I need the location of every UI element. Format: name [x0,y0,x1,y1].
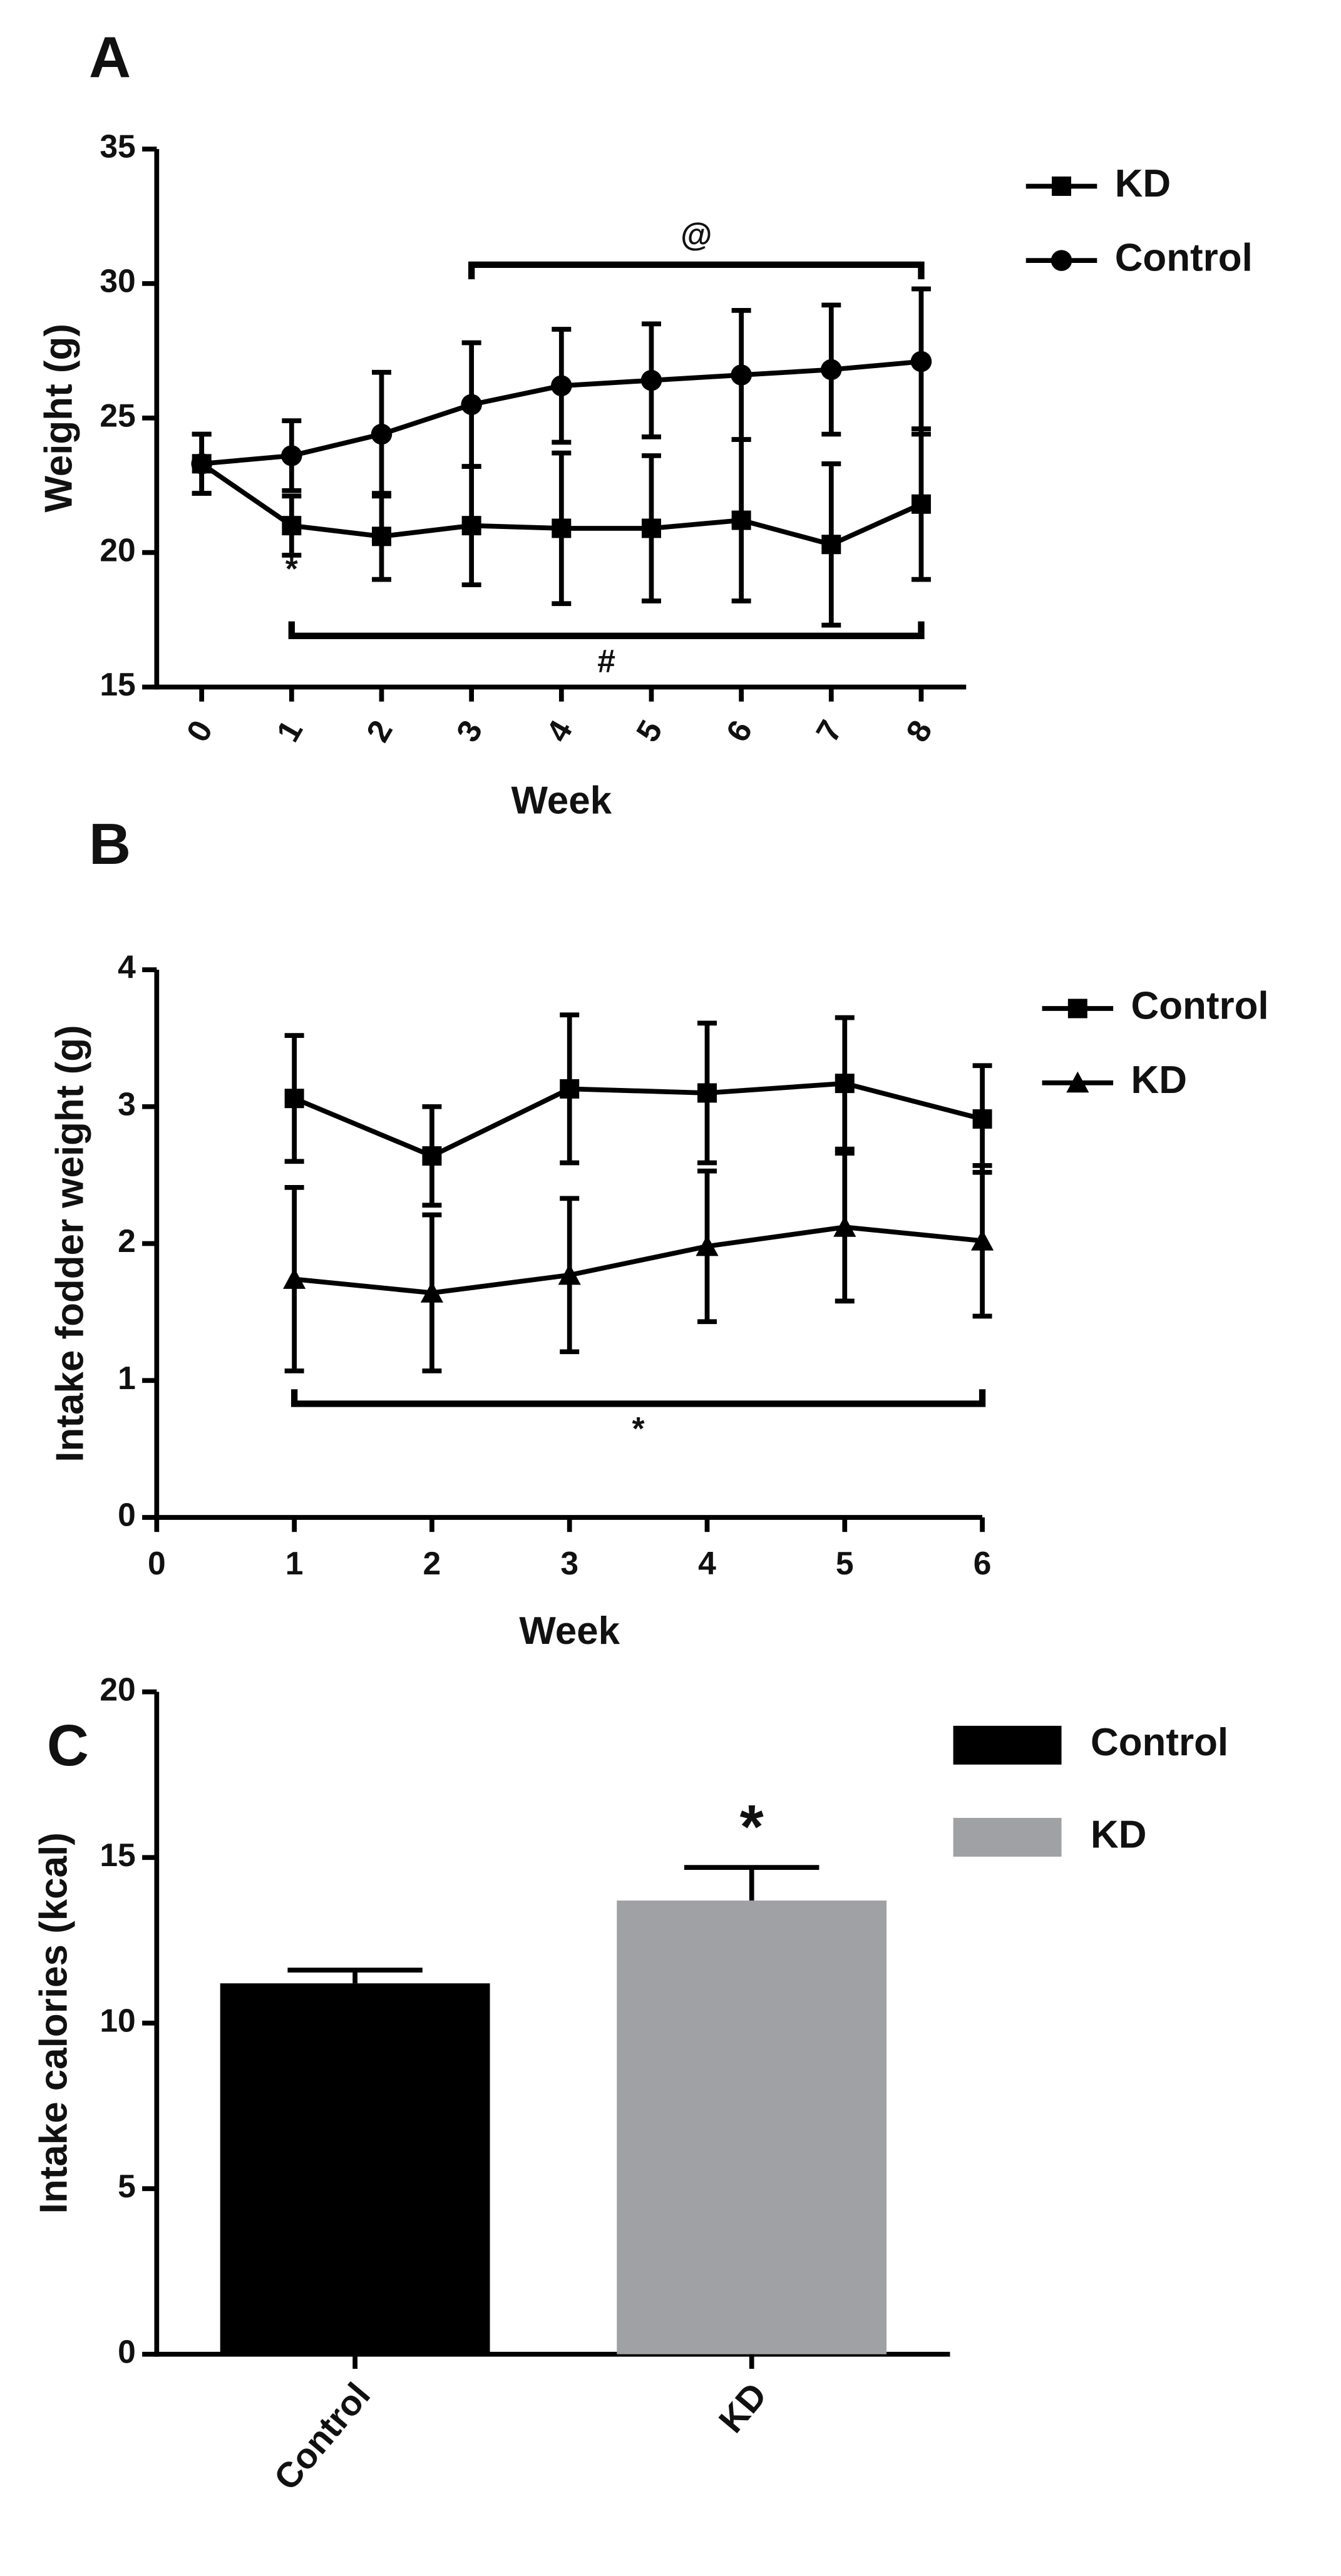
panel-letter: A [89,24,131,90]
annotation: # [597,642,615,679]
y-tick-label: 2 [118,1223,136,1259]
bar [220,1983,490,2354]
x-axis-title: Week [511,779,612,823]
annotation: @ [681,217,712,253]
x-tick-label: 1 [285,1545,304,1581]
annotation: * [632,1410,645,1447]
legend-label: KD [1115,162,1171,205]
legend-label: KD [1131,1059,1187,1102]
marker [371,526,391,547]
legend-label: Control [1115,237,1253,280]
bracket [290,1389,986,1407]
y-tick-label: 15 [100,1837,135,1873]
marker [910,351,932,372]
x-tick-label: 8 [898,714,939,748]
legend-marker [1067,998,1087,1019]
marker [191,453,212,475]
x-tick-label: 6 [974,1545,992,1581]
marker [281,445,302,466]
error-bar [684,1865,820,1901]
marker [282,516,302,536]
series-line [294,1224,983,1296]
x-tick-label: 2 [423,1545,441,1581]
marker [835,1074,855,1094]
marker [461,516,481,536]
y-tick-label: 20 [100,531,135,568]
marker [283,1268,306,1289]
x-tick-label: 0 [148,1545,166,1581]
marker [560,1079,580,1099]
annotation: * [740,1792,764,1861]
legend-marker [1066,1071,1089,1093]
marker [461,394,482,416]
marker [640,369,662,391]
x-tick-label: 5 [836,1545,854,1581]
series-line [293,1080,984,1159]
marker [911,494,931,514]
marker [422,1146,442,1166]
y-tick-label: 30 [100,263,135,299]
x-tick-label: 3 [560,1545,578,1581]
y-tick-label: 4 [118,949,136,985]
marker [284,1089,304,1109]
x-tick-label: 3 [449,714,490,748]
y-tick-label: 0 [118,2333,136,2369]
y-tick-label: 10 [100,2002,135,2038]
y-tick-label: 3 [118,1085,136,1122]
error-bar [287,1968,423,1984]
x-tick-label: KD [712,2376,775,2440]
y-tick-label: 35 [100,128,135,165]
panel-letter: C [47,1713,89,1778]
y-tick-label: 0 [118,1497,136,1533]
legend-swatch [953,1817,1062,1857]
legend-marker [1052,176,1072,196]
x-tick-label: 1 [269,714,310,748]
y-tick-label: 5 [118,2168,136,2204]
x-tick-label: 0 [179,714,220,748]
marker [371,423,393,445]
marker [971,1229,994,1251]
y-tick-label: 15 [100,666,135,702]
x-tick-label: 5 [629,714,669,748]
y-axis-title: Intake calories (kcal) [33,1832,76,2214]
x-tick-label: Control [267,2376,378,2498]
x-tick-label: 4 [539,714,580,747]
bracket [288,621,925,639]
legend-marker [1051,250,1072,271]
marker [552,518,572,538]
y-tick-label: 1 [118,1360,136,1396]
marker [697,1083,717,1103]
x-tick-label: 7 [809,714,850,748]
y-axis-title: Weight (g) [37,324,80,513]
x-axis-title: Week [519,1609,620,1653]
marker [696,1234,719,1256]
legend-swatch [953,1725,1062,1765]
x-tick-label: 2 [359,714,399,748]
x-tick-label: 6 [719,714,759,748]
marker [731,510,751,530]
bracket [468,261,925,280]
marker [731,364,752,386]
y-tick-label: 25 [100,397,135,433]
bar [617,1900,887,2354]
annotation: * [285,550,299,587]
legend-label: KD [1091,1813,1146,1856]
marker [551,375,572,396]
x-tick-label: 4 [698,1545,716,1581]
y-tick-label: 20 [100,1671,135,1707]
y-axis-title: Intake fodder weight (g) [48,1025,91,1462]
legend-label: Control [1091,1721,1228,1764]
marker [821,535,841,555]
marker [558,1263,581,1285]
marker [833,1216,856,1237]
panel-letter: B [89,811,131,876]
marker [821,359,842,381]
legend-label: Control [1131,984,1269,1027]
marker [641,518,661,538]
marker [420,1281,443,1303]
marker [972,1109,992,1129]
